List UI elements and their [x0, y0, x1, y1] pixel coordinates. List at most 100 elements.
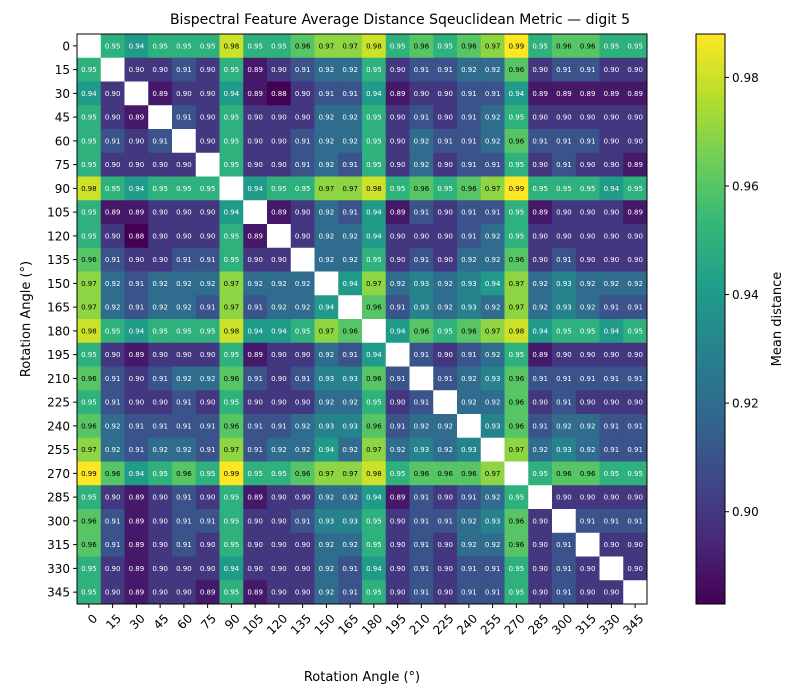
heatmap-cell-blank [457, 414, 482, 439]
cell-value-label: 0.92 [414, 161, 430, 169]
cell-value-label: 0.92 [461, 375, 477, 383]
heatmap-cell [409, 176, 434, 201]
cell-value-label: 0.91 [461, 209, 477, 217]
heatmap-cell [195, 247, 220, 272]
cell-value-label: 0.91 [532, 375, 548, 383]
cell-value-label: 0.91 [129, 304, 145, 312]
heatmap-cell [243, 105, 268, 130]
heatmap-cell [433, 247, 458, 272]
cell-value-label: 0.95 [176, 185, 192, 193]
cell-value-label: 0.95 [509, 161, 525, 169]
heatmap-cell [77, 57, 102, 82]
cell-value-label: 0.91 [105, 375, 121, 383]
colorbar-gradient [695, 33, 726, 605]
cell-value-label: 0.89 [247, 90, 263, 98]
cell-value-label: 0.89 [580, 90, 596, 98]
heatmap-cell [504, 271, 529, 296]
heatmap-cell [100, 176, 125, 201]
heatmap-cell [314, 247, 339, 272]
cell-value-label: 0.91 [176, 517, 192, 525]
heatmap-cell [409, 414, 434, 439]
heatmap-cell [528, 509, 553, 534]
heatmap-cell [599, 532, 624, 557]
heatmap-cell [195, 366, 220, 391]
cell-value-label: 0.92 [152, 304, 168, 312]
cell-value-label: 0.97 [319, 42, 335, 50]
cell-value-label: 0.90 [390, 541, 406, 549]
cell-value-label: 0.96 [414, 185, 430, 193]
cell-value-label: 0.90 [556, 114, 572, 122]
cell-value-label: 0.91 [627, 304, 643, 312]
heatmap-cell [172, 390, 197, 415]
heatmap-cell [219, 152, 244, 177]
heatmap-cell [599, 200, 624, 225]
y-tick-label: 135 [47, 253, 70, 267]
cell-value-label: 0.94 [224, 565, 240, 573]
cell-value-label: 0.90 [390, 114, 406, 122]
cell-value-label: 0.94 [366, 494, 382, 502]
cell-value-label: 0.96 [105, 470, 121, 478]
cell-value-label: 0.91 [152, 137, 168, 145]
heatmap-cell [100, 437, 125, 462]
cell-value-label: 0.90 [105, 589, 121, 597]
heatmap-cell [243, 319, 268, 344]
heatmap-cell [528, 129, 553, 154]
cell-value-label: 0.89 [627, 90, 643, 98]
heatmap-cell [172, 437, 197, 462]
heatmap-cell [314, 152, 339, 177]
heatmap-cell [409, 81, 434, 106]
cell-value-label: 0.92 [390, 446, 406, 454]
heatmap-cell [599, 485, 624, 510]
heatmap-cell [195, 224, 220, 249]
cell-value-label: 0.90 [556, 494, 572, 502]
heatmap-cell [575, 556, 600, 581]
heatmap-cell [124, 414, 149, 439]
heatmap-cell [362, 461, 387, 486]
heatmap-cell [338, 271, 363, 296]
heatmap-cell [77, 532, 102, 557]
heatmap-cell [124, 390, 149, 415]
heatmap-cell [100, 414, 125, 439]
cell-value-label: 0.92 [319, 66, 335, 74]
cell-value-label: 0.91 [627, 422, 643, 430]
heatmap-cell [148, 342, 173, 367]
heatmap-cell [623, 200, 648, 225]
cell-value-label: 0.91 [437, 137, 453, 145]
heatmap-cell [457, 319, 482, 344]
heatmap-cell [243, 532, 268, 557]
cell-value-label: 0.88 [129, 232, 145, 240]
heatmap-cell [362, 556, 387, 581]
heatmap-cell [552, 129, 577, 154]
heatmap-cell-blank [385, 342, 410, 367]
heatmap-cell [124, 485, 149, 510]
heatmap-cell [575, 271, 600, 296]
cell-value-label: 0.95 [366, 589, 382, 597]
cell-value-label: 0.91 [200, 304, 216, 312]
cell-value-label: 0.92 [580, 422, 596, 430]
heatmap-cell [528, 271, 553, 296]
cell-value-label: 0.90 [532, 399, 548, 407]
heatmap-cell [385, 57, 410, 82]
heatmap-cell [338, 105, 363, 130]
heatmap-cell [290, 200, 315, 225]
cell-value-label: 0.94 [366, 90, 382, 98]
heatmap-cell [457, 461, 482, 486]
cell-value-label: 0.91 [414, 209, 430, 217]
heatmap-cell [362, 390, 387, 415]
cell-value-label: 0.96 [509, 517, 525, 525]
heatmap-cell [457, 342, 482, 367]
cell-value-label: 0.90 [176, 351, 192, 359]
heatmap-cell [480, 461, 505, 486]
cell-value-label: 0.95 [224, 517, 240, 525]
cell-value-label: 0.93 [319, 517, 335, 525]
heatmap-cell [385, 129, 410, 154]
cell-value-label: 0.90 [129, 375, 145, 383]
cell-value-label: 0.90 [271, 351, 287, 359]
heatmap-cell [575, 105, 600, 130]
heatmap-cell [433, 200, 458, 225]
heatmap-cell [195, 105, 220, 130]
heatmap-cell [409, 57, 434, 82]
heatmap-cell [290, 295, 315, 320]
cell-value-label: 0.94 [271, 327, 287, 335]
cell-value-label: 0.90 [604, 232, 620, 240]
